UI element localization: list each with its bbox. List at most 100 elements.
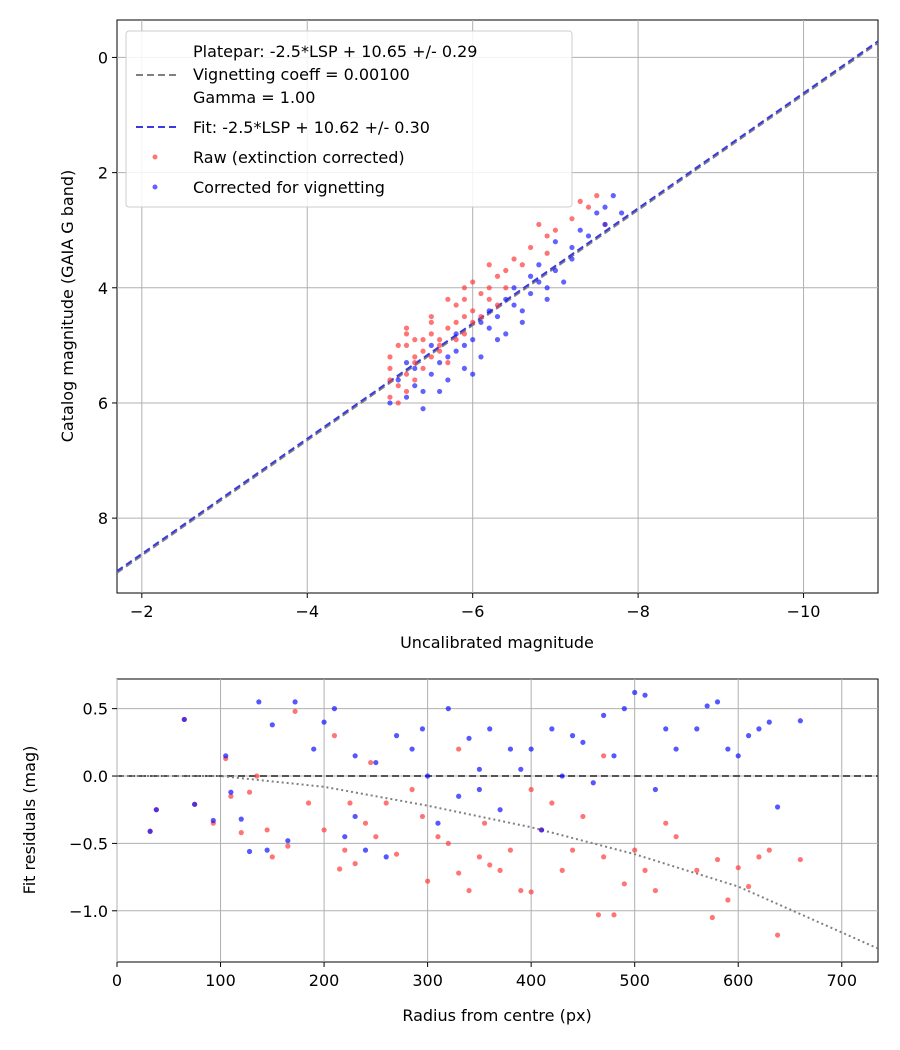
raw-point xyxy=(519,262,525,268)
raw-point xyxy=(518,887,524,894)
raw-point xyxy=(470,279,476,285)
raw-point xyxy=(709,914,715,921)
line-platepar xyxy=(117,42,878,574)
corrected-point xyxy=(311,746,317,752)
y-tick-label: 0.0 xyxy=(83,767,108,786)
corrected-point xyxy=(445,354,451,360)
corrected-point xyxy=(292,699,298,705)
raw-point xyxy=(445,840,451,847)
corrected-point xyxy=(419,726,426,732)
legend-fit-label: Fit: -2.5*LSP + 10.62 +/- 0.30 xyxy=(193,118,430,137)
x-tick-label: −6 xyxy=(461,602,485,621)
corrected-point xyxy=(725,746,731,752)
corrected-point xyxy=(453,348,459,354)
raw-point xyxy=(419,813,426,820)
raw-point xyxy=(601,854,607,860)
corrected-point xyxy=(602,221,608,228)
raw-point xyxy=(254,773,260,779)
y-tick-label: 2 xyxy=(98,164,108,183)
corrected-point xyxy=(621,706,627,712)
corrected-point xyxy=(456,793,462,799)
top-grid xyxy=(117,20,878,593)
raw-point xyxy=(342,847,348,853)
raw-point xyxy=(420,337,426,343)
line-vignetting-model xyxy=(117,775,878,950)
corrected-point xyxy=(497,807,503,813)
corrected-point xyxy=(503,331,509,337)
corrected-point xyxy=(569,733,576,739)
corrected-point xyxy=(428,371,434,377)
corrected-point xyxy=(285,838,291,844)
corrected-point xyxy=(511,285,517,291)
corrected-point xyxy=(577,227,583,233)
raw-point xyxy=(383,800,389,806)
raw-point xyxy=(735,865,741,871)
corrected-point xyxy=(486,325,492,331)
corrected-point xyxy=(387,400,393,406)
raw-point xyxy=(528,889,534,895)
raw-point xyxy=(305,800,312,806)
raw-point xyxy=(797,856,803,863)
x-tick-label: 600 xyxy=(723,971,754,990)
corrected-point xyxy=(403,394,410,400)
corrected-point xyxy=(486,308,492,314)
corrected-point xyxy=(445,706,451,712)
corrected-point xyxy=(673,746,679,752)
raw-point xyxy=(663,820,669,826)
corrected-point xyxy=(559,773,565,779)
raw-point xyxy=(470,319,476,325)
corrected-point xyxy=(528,746,534,752)
corrected-point xyxy=(461,365,468,372)
legend-gamma-label: Gamma = 1.00 xyxy=(193,88,315,107)
corrected-point xyxy=(519,308,525,314)
corrected-point xyxy=(527,273,534,279)
raw-point xyxy=(461,313,468,320)
bottom-y-axis-label: Fit residuals (mag) xyxy=(20,746,39,895)
raw-point xyxy=(725,897,731,903)
y-tick-label: 0 xyxy=(98,48,108,67)
corrected-point xyxy=(453,331,459,337)
legend-platepar-label: Platepar: -2.5*LSP + 10.65 +/- 0.29 xyxy=(193,42,477,61)
raw-point xyxy=(766,847,772,853)
raw-point xyxy=(387,377,393,383)
raw-point xyxy=(246,789,253,795)
y-tick-label: 6 xyxy=(98,394,108,413)
raw-point xyxy=(481,820,488,826)
corrected-point xyxy=(264,847,270,853)
raw-point xyxy=(544,250,550,256)
raw-point xyxy=(264,827,270,833)
corrected-point xyxy=(569,244,575,251)
raw-point xyxy=(559,867,565,873)
raw-point xyxy=(403,342,410,348)
raw-point xyxy=(632,847,638,853)
raw-point xyxy=(595,912,602,918)
raw-point xyxy=(337,866,343,872)
raw-point xyxy=(549,800,555,806)
corrected-point xyxy=(420,406,426,412)
bottom-ticks: 0 100 200 300 400 500 600 700 0.5 0.0 −0.5 −1.0 xyxy=(69,700,857,990)
raw-point xyxy=(461,331,468,337)
corrected-point xyxy=(766,719,772,725)
bottom-plot: 0 100 200 300 400 500 600 700 0.5 0.0 −0.5 −1.0 Rad… xyxy=(20,678,879,1025)
corrected-point xyxy=(321,719,327,725)
raw-point xyxy=(585,204,592,210)
corrected-point xyxy=(256,699,262,705)
y-tick-label: 0.5 xyxy=(83,700,108,719)
corrected-point xyxy=(503,296,509,302)
corrected-point xyxy=(373,759,379,766)
legend: Platepar: -2.5*LSP + 10.65 +/- 0.29 Vign… xyxy=(125,30,573,208)
corrected-point xyxy=(549,726,555,732)
corrected-point xyxy=(632,689,638,696)
x-tick-label: −8 xyxy=(626,602,650,621)
raw-point xyxy=(527,244,534,251)
x-tick-label: 700 xyxy=(826,971,857,990)
bottom-scatter-points xyxy=(147,689,803,938)
corrected-point xyxy=(425,773,431,779)
raw-point xyxy=(478,313,484,320)
raw-point xyxy=(453,319,459,325)
corrected-point xyxy=(238,816,244,822)
raw-point xyxy=(621,881,627,887)
corrected-point xyxy=(552,239,559,245)
